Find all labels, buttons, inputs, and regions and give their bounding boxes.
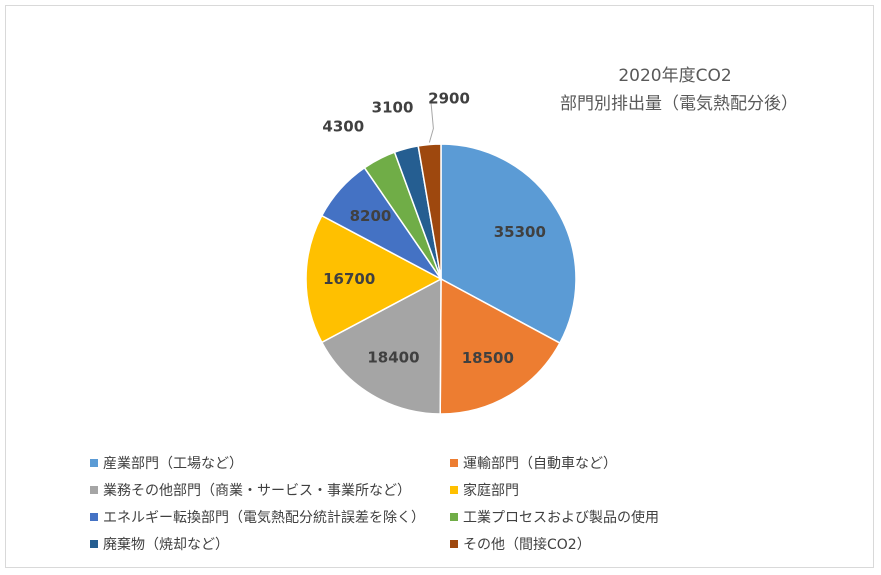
chart-title-line2: 部門別排出量（電気熱配分後） <box>560 94 798 114</box>
pie-slice-4 <box>305 214 443 344</box>
data-label-7: 3100 <box>372 99 414 117</box>
pie-slice-3 <box>320 277 442 415</box>
data-label-2: 18500 <box>462 349 514 367</box>
data-label-8: 2900 <box>428 90 470 108</box>
pie-slice-1 <box>440 143 577 345</box>
chart-title: 2020年度CO2 部門別排出量（電気熱配分後） <box>560 62 798 118</box>
data-label-1: 35300 <box>494 223 546 241</box>
leader-line <box>428 102 434 143</box>
pie-slice-8 <box>417 143 442 280</box>
data-label-6: 4300 <box>322 117 364 135</box>
data-label-3: 18400 <box>367 349 419 367</box>
pie-slice-2 <box>439 277 561 415</box>
data-label-5: 8200 <box>350 207 392 225</box>
data-label-4: 16700 <box>323 270 375 288</box>
chart-title-line1: 2020年度CO2 <box>618 66 732 86</box>
